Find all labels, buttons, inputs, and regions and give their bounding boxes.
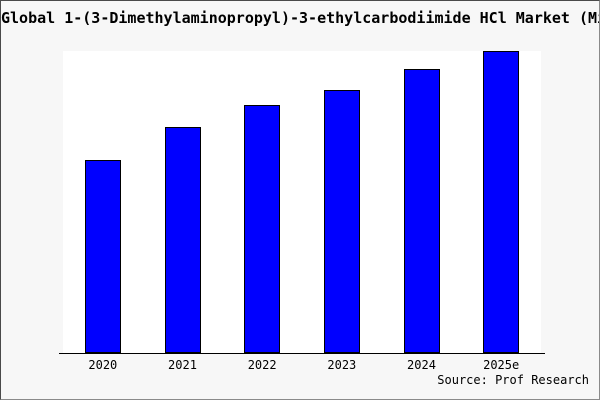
x-tick-label-2020: 2020: [88, 358, 118, 372]
chart-title: Global 1-(3-Dimethylaminopropyl)-3-ethyl…: [1, 9, 599, 27]
bar-2025e: [483, 51, 520, 353]
x-tick-label-2022: 2022: [247, 358, 277, 372]
source-attribution: Source: Prof Research: [437, 373, 589, 387]
bar-2021: [164, 126, 201, 353]
x-axis-line: [59, 353, 545, 354]
plot-area: [63, 51, 541, 353]
bar-2020: [84, 159, 121, 353]
bar-2024: [403, 69, 440, 353]
x-tick-label-2024: 2024: [407, 358, 436, 372]
bar-2023: [323, 90, 360, 353]
x-axis-tick-labels: 2020 2021 2022 2023 2024 2025e: [63, 357, 541, 375]
x-tick-label-2025e: 2025e: [483, 358, 520, 372]
bar-2022: [244, 105, 281, 353]
chart-title-container: Global 1-(3-Dimethylaminopropyl)-3-ethyl…: [1, 7, 599, 29]
bar-series: [63, 51, 541, 353]
x-tick-label-2021: 2021: [168, 358, 197, 372]
x-tick-label-2023: 2023: [327, 358, 357, 372]
